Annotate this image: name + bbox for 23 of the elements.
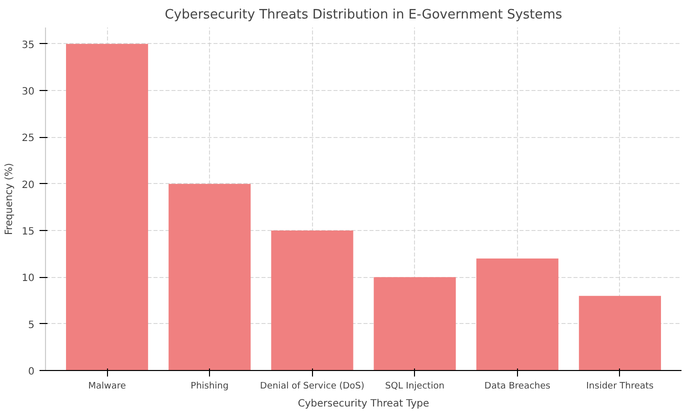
x-tick-label: Insider Threats: [586, 382, 654, 392]
x-tick-label: Data Breaches: [484, 382, 551, 392]
y-tick-label: 35: [22, 40, 35, 51]
x-axis-title: Cybersecurity Threat Type: [298, 398, 430, 410]
chart-title: Cybersecurity Threats Distribution in E-Government Systems: [164, 8, 562, 22]
y-tick-label: 10: [22, 273, 35, 284]
bar: [578, 296, 661, 370]
x-tick-label: Malware: [88, 382, 126, 392]
x-tick-label: SQL Injection: [385, 382, 444, 392]
bar: [271, 230, 354, 370]
y-tick-label: 15: [22, 226, 35, 238]
bar: [168, 184, 251, 370]
y-tick-label: 0: [28, 366, 35, 378]
x-tick-label: Phishing: [190, 382, 229, 392]
y-axis-title: Frequency (%): [4, 162, 15, 236]
y-tick-label: 25: [22, 133, 35, 144]
bar: [374, 277, 456, 370]
x-tick-label: Denial of Service (DoS): [260, 382, 364, 392]
y-tick-label: 20: [22, 180, 35, 191]
bar: [476, 258, 558, 370]
bar: [66, 44, 148, 370]
y-tick-label: 30: [22, 86, 35, 98]
y-tick-label: 5: [28, 320, 35, 331]
